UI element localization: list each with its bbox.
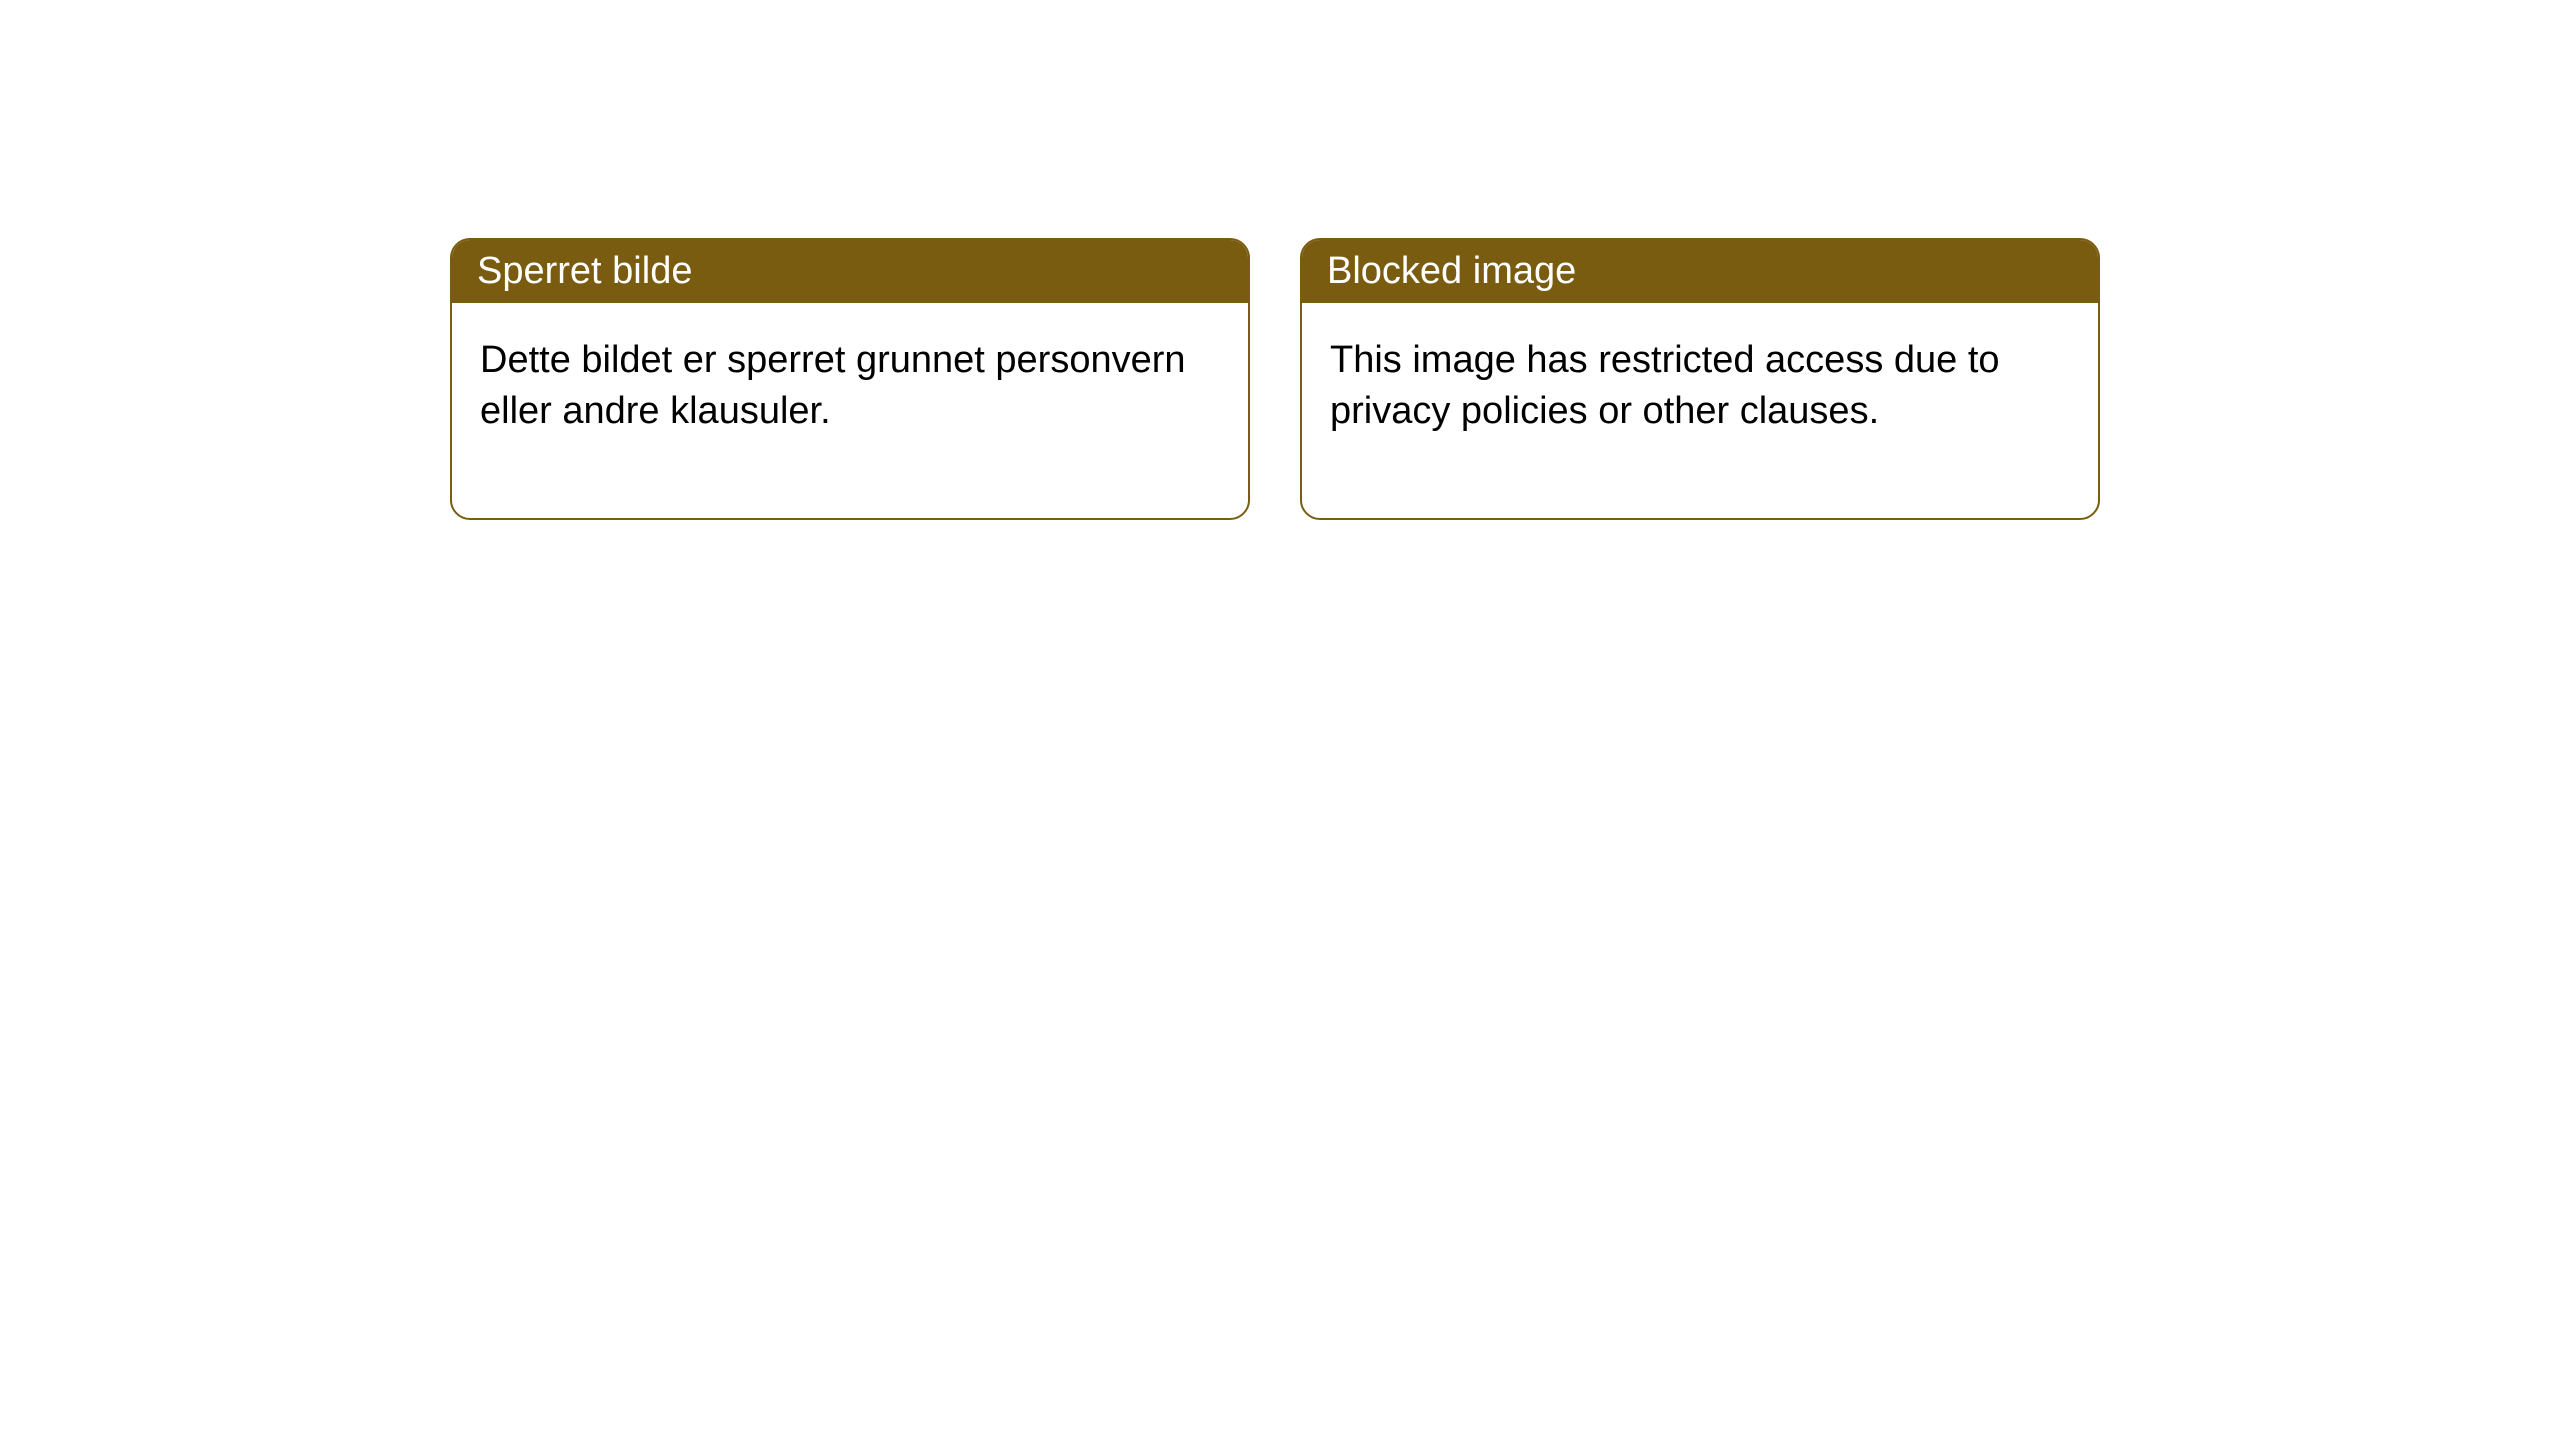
notice-header-no: Sperret bilde (452, 240, 1248, 303)
notice-header-en: Blocked image (1302, 240, 2098, 303)
blocked-image-notice-en: Blocked image This image has restricted … (1300, 238, 2100, 520)
notice-body-no: Dette bildet er sperret grunnet personve… (452, 303, 1248, 518)
notice-container: Sperret bilde Dette bildet er sperret gr… (0, 0, 2560, 520)
notice-body-en: This image has restricted access due to … (1302, 303, 2098, 518)
blocked-image-notice-no: Sperret bilde Dette bildet er sperret gr… (450, 238, 1250, 520)
